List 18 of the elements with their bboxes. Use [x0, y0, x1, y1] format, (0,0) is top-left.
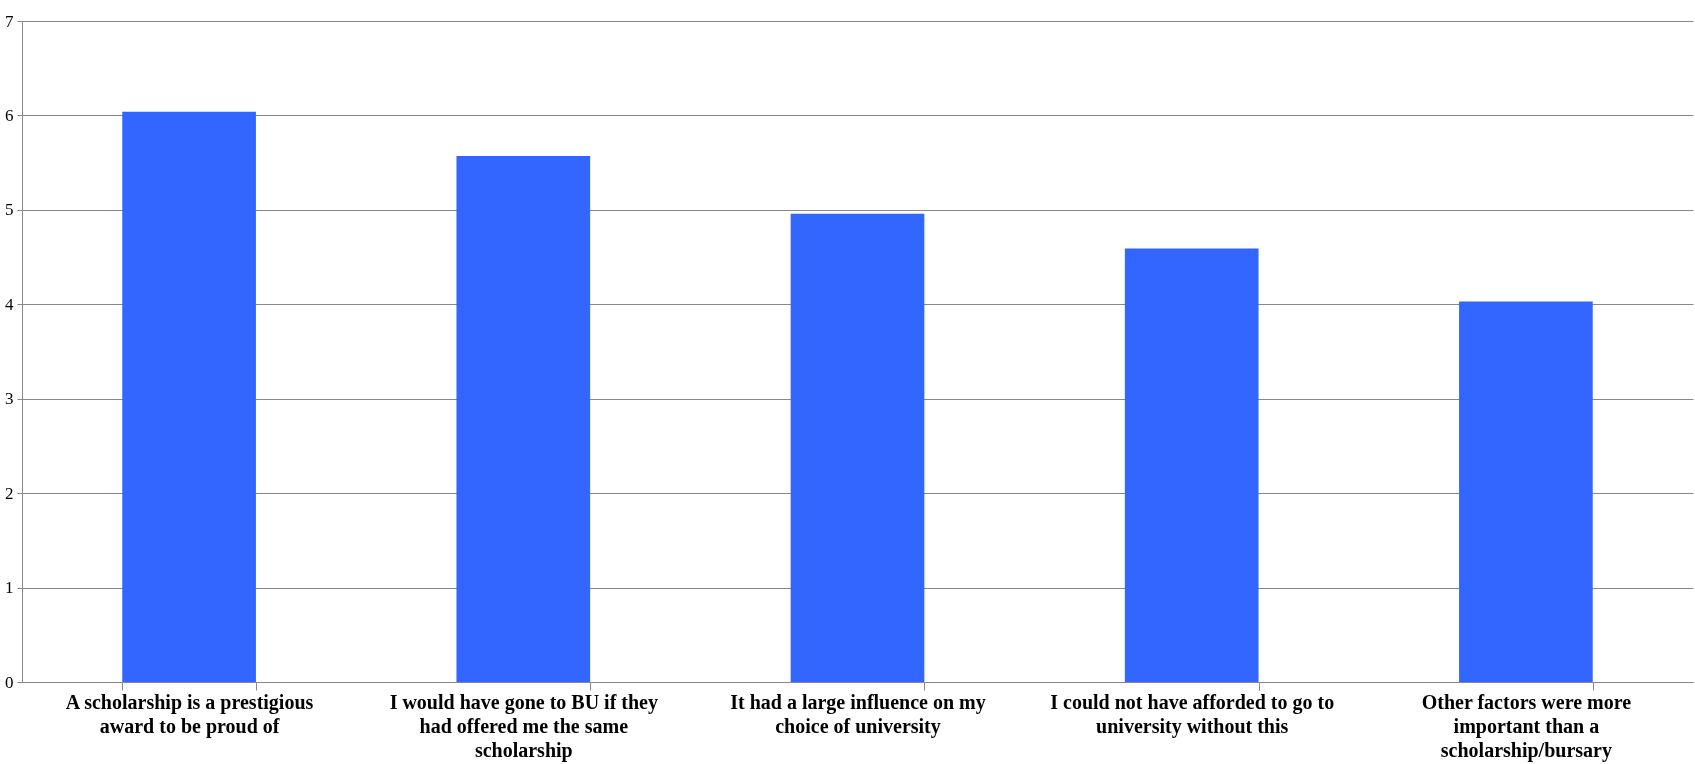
bar: [456, 156, 591, 682]
y-tick-label: 2: [5, 483, 14, 503]
x-tick-label: It had a large influence on my choice of university: [730, 690, 986, 738]
y-tick-label: 3: [5, 389, 14, 409]
y-tick-label: 6: [5, 105, 14, 125]
bar: [122, 111, 256, 682]
y-tick-label: 7: [5, 11, 14, 31]
x-tick-label: I would have gone to BU if they had offered me the same scholarship: [389, 690, 658, 762]
bar: [790, 213, 925, 682]
y-tick-label: 1: [5, 578, 14, 598]
bar: [1124, 248, 1259, 682]
y-tick-label: 5: [5, 200, 14, 220]
x-tick-label: Other factors were more important than a scholarship/bursary: [1421, 690, 1632, 762]
y-tick-label: 4: [5, 294, 14, 314]
x-tick-label: I could not have afforded to go to university without this: [1050, 690, 1335, 738]
bar: [1459, 301, 1593, 682]
y-tick-label: 0: [5, 672, 14, 692]
x-tick-label: A scholarship is a prestigious award to be proud of: [65, 690, 314, 738]
